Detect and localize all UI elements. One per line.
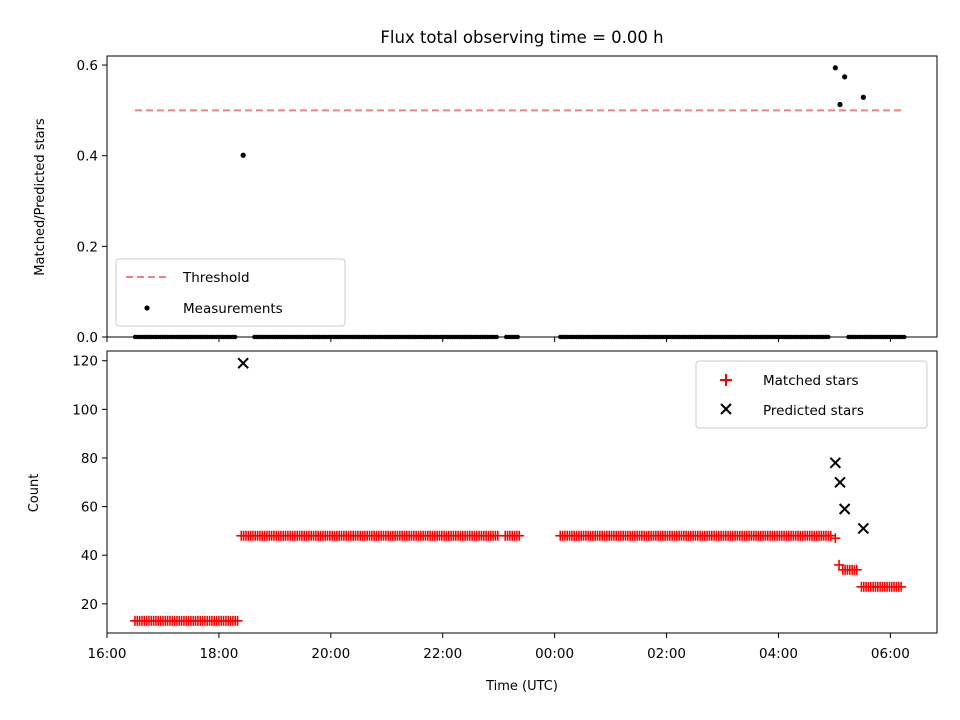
top-y-ticks: 0.0 0.2 0.4 0.6 <box>77 58 107 346</box>
top-plot-marks <box>132 65 907 340</box>
bottom-y-ticks: 20 40 60 80 100 120 <box>72 354 107 613</box>
top-y-tick-label: 0.0 <box>77 330 98 346</box>
top-axes-frame <box>106 55 938 338</box>
bottom-y-tick-label: 80 <box>81 451 98 467</box>
bottom-x-tick-label: 18:00 <box>199 646 238 662</box>
predicted-star-point <box>834 476 846 488</box>
measurement-point <box>832 65 838 71</box>
legend-measurements-label: Measurements <box>183 301 283 317</box>
bottom-plot-marks <box>129 357 907 626</box>
chart-title: Flux total observing time = 0.00 h <box>380 28 663 47</box>
matched-star-point <box>896 581 907 592</box>
legend-threshold-label: Threshold <box>182 270 250 286</box>
bottom-x-tick-label: 02:00 <box>647 646 686 662</box>
top-legend-box <box>115 258 346 327</box>
bottom-x-tick-label: 16:00 <box>88 646 127 662</box>
bottom-x-label: Time (UTC) <box>485 679 558 694</box>
predicted-star-point <box>857 522 870 535</box>
top-y-label: Matched/Predicted stars <box>33 118 48 276</box>
bottom-x-tick-label: 00:00 <box>535 646 574 662</box>
top-y-tick-label: 0.2 <box>77 239 98 255</box>
bottom-y-tick-label: 40 <box>81 548 98 564</box>
legend-matched-swatch <box>720 374 732 386</box>
legend-predicted-swatch <box>720 403 732 415</box>
matched-star-point <box>851 564 862 575</box>
legend-predicted-label: Predicted stars <box>763 403 864 419</box>
measurement-point <box>860 94 866 100</box>
bottom-y-label: Count <box>27 474 42 513</box>
bottom-legend-box <box>695 360 928 429</box>
bottom-x-ticks: 16:00 18:00 20:00 22:00 00:00 02:00 04:00 06:00 <box>88 633 910 662</box>
top-y-tick-label: 0.6 <box>77 58 98 74</box>
bottom-x-tick-label: 22:00 <box>423 646 462 662</box>
bottom-y-tick-label: 120 <box>72 354 98 370</box>
bottom-legend: Matched stars Predicted stars <box>695 360 928 429</box>
bottom-y-tick-label: 20 <box>81 597 98 613</box>
bottom-y-tick-label: 100 <box>72 402 98 418</box>
legend-measurements-swatch <box>144 305 150 311</box>
bottom-x-tick-label: 06:00 <box>871 646 910 662</box>
predicted-star-point <box>237 357 249 369</box>
bottom-axes: 20 40 60 80 100 120 16:00 18:00 20:00 22:00 00:00… <box>27 350 938 694</box>
measurement-point <box>837 101 843 108</box>
top-y-tick-label: 0.4 <box>77 149 98 165</box>
bottom-x-tick-label: 20:00 <box>311 646 350 662</box>
predicted-star-point <box>829 457 842 469</box>
bottom-axes-frame <box>106 350 938 634</box>
matched-star-point <box>825 530 836 541</box>
bottom-x-tick-label: 04:00 <box>759 646 798 662</box>
measurement-point <box>240 152 246 158</box>
measurement-point <box>842 74 848 80</box>
matched-star-point <box>830 533 841 544</box>
matched-star-point <box>514 530 525 541</box>
legend-matched-label: Matched stars <box>763 373 859 389</box>
top-axes: 0.0 0.2 0.4 0.6 Matched/Predicted stars Thr… <box>33 55 938 346</box>
bottom-y-tick-label: 60 <box>81 500 98 516</box>
top-legend: Threshold Measurements <box>115 258 346 327</box>
matched-star-point <box>232 615 243 626</box>
predicted-star-point <box>838 503 851 515</box>
